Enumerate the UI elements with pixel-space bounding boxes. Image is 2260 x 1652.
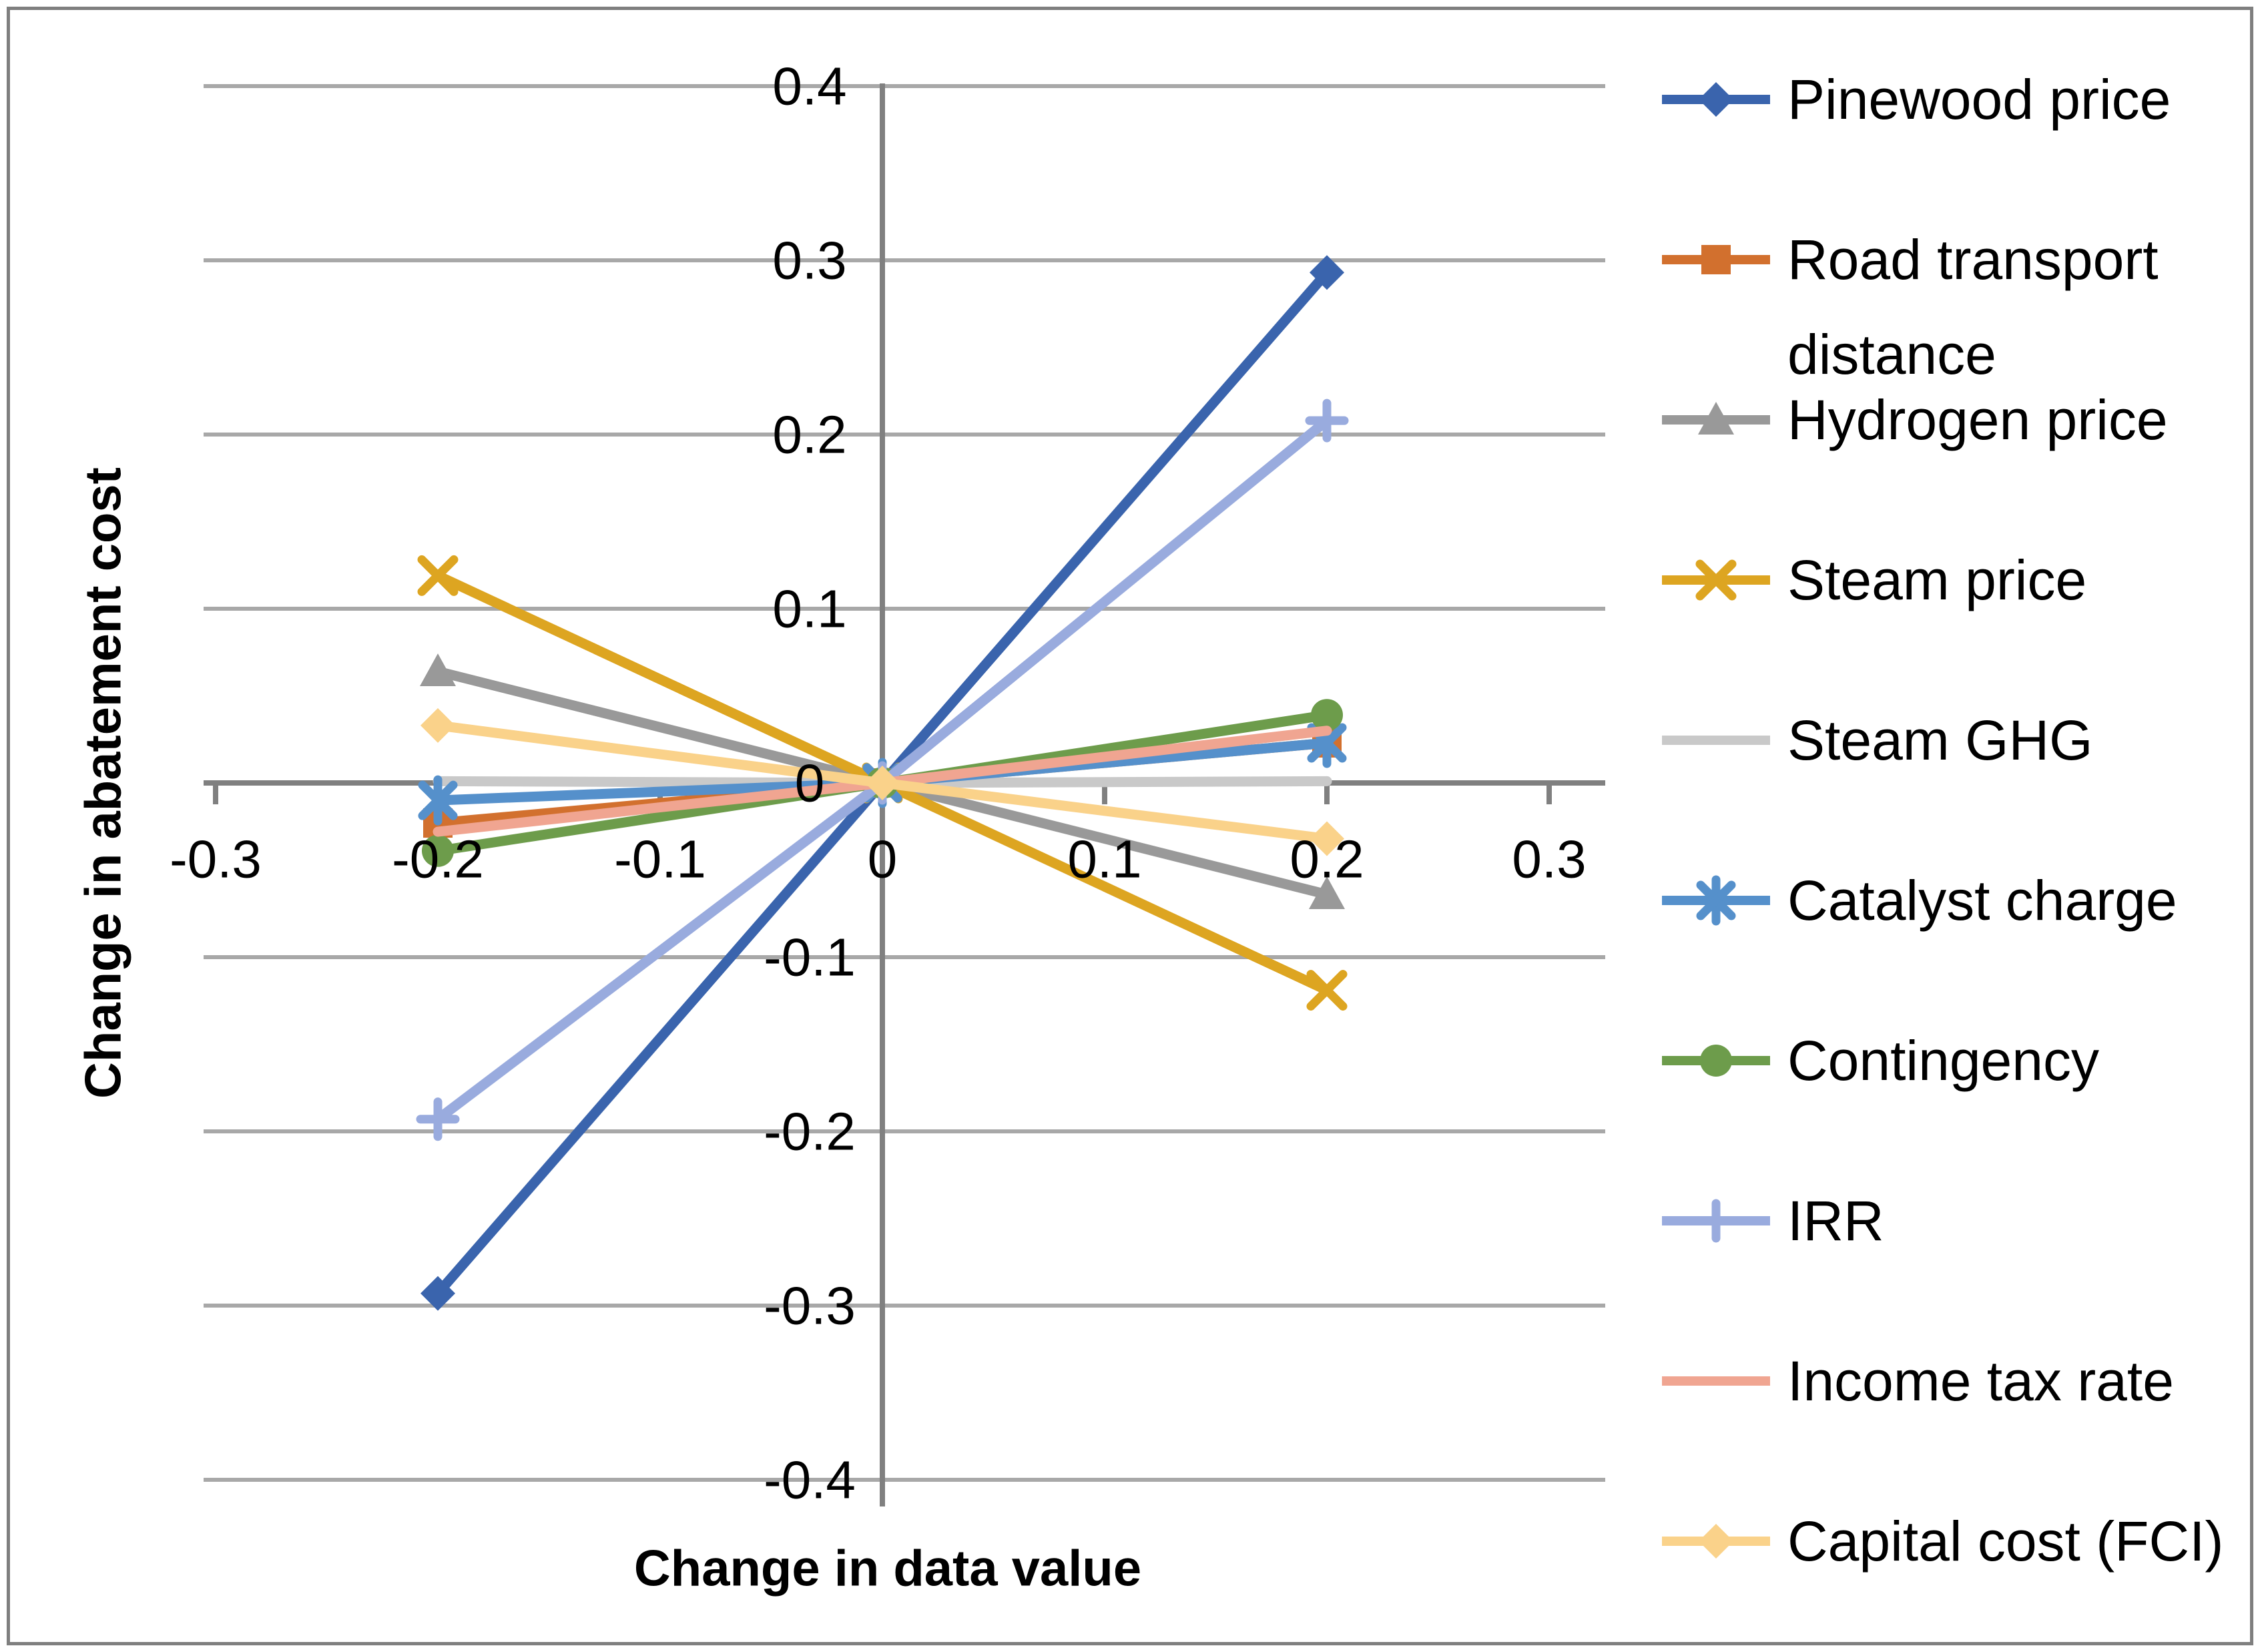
axis-tick-labels: -0.3 -0.2 -0.1 0 0.1 0.2 0.30.40.30.20.10-0.1-… (170, 57, 1587, 1510)
legend-item-irr: IRR (1662, 1189, 1884, 1252)
legend-item-hydrogen-price: Hydrogen price (1662, 388, 2168, 451)
diamond-marker (1699, 1524, 1733, 1559)
legend-item-pinewood-price: Pinewood price (1662, 68, 2171, 131)
legend-label: distance (1787, 323, 1996, 386)
legend-item-contingency: Contingency (1662, 1029, 2099, 1092)
legend: Pinewood price Road transport distanceHydr… (1662, 68, 2223, 1573)
asterisk-marker (1696, 875, 1736, 926)
circle-marker (1700, 1045, 1732, 1077)
triangle-marker (420, 653, 456, 686)
x-marker (417, 555, 459, 596)
circle-marker (1311, 699, 1343, 732)
legend-label: Steam GHG (1787, 709, 2092, 772)
legend-item-road-transport-distance: Road transport distance (1662, 228, 2159, 386)
diamond-marker (1310, 255, 1344, 290)
y-tick-label-0.4: 0.4 (772, 57, 846, 116)
legend-item-income-tax-rate: Income tax rate (1662, 1350, 2174, 1412)
legend-label: Contingency (1787, 1029, 2099, 1092)
y-tick-label--0.4: -0.4 (764, 1450, 856, 1510)
triangle-marker (1309, 876, 1345, 910)
legend-label: Income tax rate (1787, 1350, 2174, 1412)
legend-label: Pinewood price (1787, 68, 2171, 131)
y-tick-label-0.1: 0.1 (772, 579, 846, 639)
y-tick-label-0.2: 0.2 (772, 405, 846, 465)
diamond-marker (1699, 82, 1733, 117)
x-tick-label--0.1: -0.1 (614, 830, 706, 889)
diamond-marker (420, 1276, 455, 1311)
triangle-marker (1698, 402, 1734, 435)
x-tick-label-0.2: 0.2 (1290, 830, 1364, 889)
legend-item-steam-price: Steam price (1662, 549, 2086, 611)
asterisk-marker (418, 775, 458, 826)
x-tick-label-0: 0 (868, 830, 898, 889)
legend-item-capital-cost-fci: Capital cost (FCI) (1662, 1510, 2223, 1573)
legend-item-catalyst-charge: Catalyst charge (1662, 869, 2177, 932)
legend-item-steam-ghg: Steam GHG (1662, 709, 2092, 772)
diamond-marker (865, 766, 900, 800)
y-tick-label--0.2: -0.2 (764, 1102, 856, 1161)
x-tick-label--0.3: -0.3 (170, 830, 262, 889)
legend-label: Catalyst charge (1787, 869, 2177, 932)
x-tick-label-0.1: 0.1 (1067, 830, 1141, 889)
series-capital-cost-fci (420, 708, 1344, 856)
y-tick-label--0.1: -0.1 (764, 928, 856, 987)
x-marker (1695, 559, 1737, 601)
square-marker (1701, 245, 1731, 274)
y-tick-label-0.3: 0.3 (772, 231, 846, 290)
diamond-marker (420, 708, 455, 743)
legend-label: IRR (1787, 1189, 1884, 1252)
plot-series (416, 255, 1349, 1311)
circle-marker (422, 834, 454, 867)
plus-marker (416, 1097, 460, 1141)
y-axis-title: Change in abatement cost (75, 467, 132, 1099)
plus-marker (1694, 1199, 1738, 1243)
x-tick-label-0.3: 0.3 (1512, 830, 1586, 889)
x-axis-title: Change in data value (633, 1540, 1142, 1597)
x-tick-label--0.2: -0.2 (392, 830, 484, 889)
diamond-marker (1310, 821, 1344, 856)
x-marker (1306, 970, 1348, 1011)
y-tick-label-0: 0 (795, 754, 825, 813)
legend-label: Steam price (1787, 549, 2086, 611)
legend-label: Road transport (1787, 228, 2159, 291)
plus-marker (1305, 398, 1349, 443)
legend-label: Capital cost (FCI) (1787, 1510, 2223, 1573)
legend-label: Hydrogen price (1787, 388, 2168, 451)
y-tick-label--0.3: -0.3 (764, 1276, 856, 1336)
